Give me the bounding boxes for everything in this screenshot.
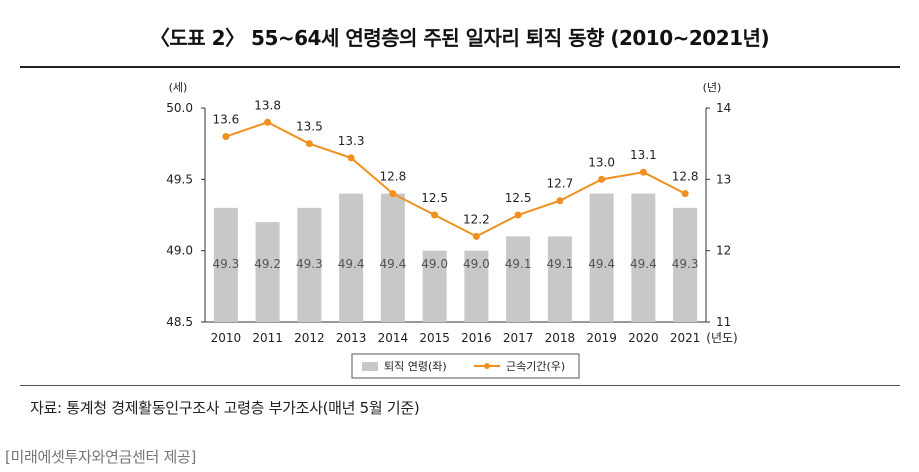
bar-label: 49.4 [338,257,365,271]
bar-2010 [213,207,238,322]
line-label: 12.5 [421,191,448,205]
bar-2013 [339,193,364,322]
line-point-2011 [264,118,272,126]
credit-note: [미래에셋투자와연금센터 제공] [5,448,197,466]
bar-label: 49.0 [463,257,490,271]
line-point-2017 [514,211,522,219]
x-tick-label: 2014 [378,331,409,345]
bar-2011 [255,222,280,322]
line-point-2010 [222,133,230,141]
line-label: 13.5 [296,120,323,134]
line-point-2014 [389,190,397,198]
legend-box [351,353,580,379]
footer-divider [20,385,900,386]
x-tick-label: 2019 [586,331,617,345]
line-point-2020 [639,168,647,176]
bar-label: 49.3 [672,257,699,271]
x-axis-unit: (년도) [706,331,737,345]
line-point-2019 [598,175,606,183]
bar-label: 49.2 [254,257,281,271]
bar-label: 49.3 [296,257,323,271]
bar-2012 [297,207,322,322]
chart-title: 〈도표 2〉 55~64세 연령층의 주된 일자리 퇴직 동향 (2010~20… [149,26,770,50]
line-label: 13.8 [254,98,281,112]
source-note: 자료: 통계청 경제활동인구조사 고령층 부가조사(매년 5월 기준) [30,399,420,417]
bar-label: 49.1 [547,257,574,271]
right-axis-unit: (년) [703,81,722,94]
right-tick-label: 13 [716,172,731,186]
line-point-2021 [681,190,689,198]
x-tick-label: 2021 [670,331,701,345]
line-point-2015 [431,211,439,219]
bar-label: 49.4 [380,257,407,271]
legend-line-label: 근속기간(우) [506,360,565,373]
line-label: 12.8 [672,170,699,184]
bar-label: 49.4 [630,257,657,271]
bar-2019 [589,193,614,322]
legend-bar-swatch [362,362,378,371]
line-point-2013 [347,154,355,162]
left-tick-label: 49.0 [166,244,193,258]
x-tick-label: 2013 [336,331,367,345]
bar-2016 [464,250,489,322]
x-tick-label: 2020 [628,331,659,345]
line-label: 12.5 [505,191,532,205]
right-tick-label: 14 [716,101,731,115]
bar-2018 [547,236,572,322]
left-tick-label: 49.5 [166,172,193,186]
legend-line-marker [484,363,490,369]
bar-2014 [380,193,405,322]
line-label: 13.1 [630,148,657,162]
line-point-2012 [305,140,313,148]
line-label: 13.3 [338,134,365,148]
x-tick-label: 2012 [294,331,325,345]
line-label: 12.8 [380,170,407,184]
bar-label: 49.4 [588,257,615,271]
bar-label: 49.0 [421,257,448,271]
left-tick-label: 48.5 [166,315,193,329]
bar-label: 49.1 [505,257,532,271]
left-tick-label: 50.0 [166,101,193,115]
x-tick-label: 2011 [252,331,283,345]
x-tick-label: 2015 [419,331,450,345]
bar-2017 [506,236,531,322]
title-divider [20,66,900,68]
line-label: 12.2 [463,212,490,226]
bar-2015 [422,250,447,322]
line-label: 13.0 [588,155,615,169]
x-tick-label: 2017 [503,331,534,345]
left-axis-unit: (세) [169,81,188,94]
x-tick-label: 2010 [211,331,242,345]
line-point-2018 [556,197,564,205]
line-point-2016 [472,232,480,240]
right-tick-label: 12 [716,244,731,258]
bar-2021 [673,207,698,322]
x-tick-label: 2016 [461,331,492,345]
legend-bar-label: 퇴직 연령(좌) [384,360,447,373]
right-tick-label: 11 [716,315,731,329]
line-series-path [225,121,686,238]
combo-chart: 48.5 49.0 49.5 50.0 11 12 13 14 (세) (년) (년도) 49.3 49… [166,81,738,379]
line-label: 13.6 [213,113,240,127]
line-label: 12.7 [547,177,574,191]
bar-label: 49.3 [213,257,240,271]
bar-2020 [631,193,656,322]
x-tick-label: 2018 [545,331,576,345]
